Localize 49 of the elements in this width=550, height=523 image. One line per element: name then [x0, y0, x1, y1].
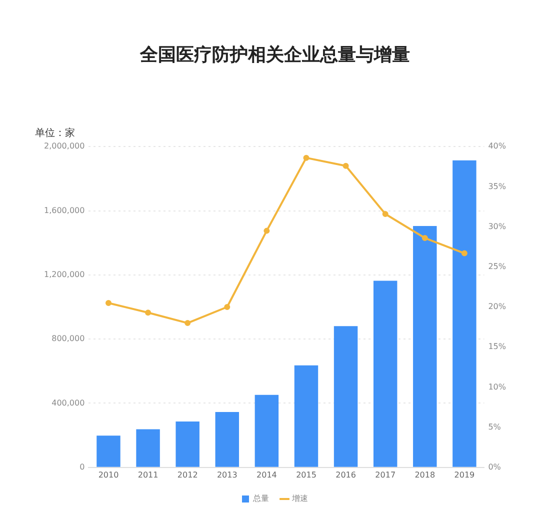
x-tick-label: 2018 — [414, 470, 436, 480]
x-tick-label: 2010 — [98, 470, 119, 480]
x-tick-label: 2012 — [177, 470, 198, 480]
point — [264, 228, 270, 234]
y-axis-title: 单位：家 — [35, 127, 75, 140]
point — [422, 235, 428, 242]
point — [105, 300, 112, 306]
y-tick-label: 1,600,000 — [44, 206, 85, 215]
bar — [254, 394, 279, 467]
bar — [413, 226, 437, 467]
y2-tick-label: 35% — [488, 182, 506, 191]
y2-tick-label: 0% — [488, 462, 502, 472]
x-tick-label: 2013 — [216, 470, 238, 480]
y2-tick-label: 40% — [488, 142, 506, 151]
x-tick-label: 2014 — [256, 470, 277, 480]
point — [342, 162, 349, 169]
point — [461, 250, 468, 256]
bar — [96, 436, 120, 467]
point — [224, 304, 230, 310]
y2-tick-label: 25% — [488, 262, 506, 271]
bar — [215, 412, 240, 467]
y2-tick-label: 15% — [488, 342, 506, 352]
bar — [452, 160, 476, 467]
bar — [373, 280, 398, 467]
bar — [176, 422, 200, 467]
point — [303, 154, 310, 161]
point — [382, 210, 388, 217]
point — [145, 310, 152, 316]
legend-label: 总量 — [252, 494, 269, 504]
y2-tick-label: 10% — [488, 382, 506, 392]
y-tick-label: 400,000 — [52, 398, 85, 408]
point — [184, 320, 191, 326]
x-tick-label: 2019 — [454, 470, 475, 480]
y-tick-label: 800,000 — [52, 334, 85, 344]
x-tick-label: 2011 — [138, 470, 158, 480]
y2-tick-label: 20% — [488, 302, 506, 312]
x-tick-label: 2015 — [296, 470, 316, 480]
y2-tick-label: 30% — [488, 222, 506, 231]
bar — [136, 429, 160, 467]
y2-tick-label: 5% — [488, 422, 502, 432]
y-tick-label: 2,000,000 — [44, 142, 85, 151]
legend-label: 增速 — [291, 494, 308, 504]
bar — [294, 365, 318, 467]
chart-title: 全国医疗防护相关企业总量与增量 — [139, 44, 410, 66]
y-tick-label: 0 — [80, 462, 85, 472]
bar — [334, 326, 358, 467]
x-tick-label: 2017 — [375, 470, 396, 480]
x-tick-label: 2016 — [336, 470, 356, 480]
y-tick-label: 1,200,000 — [44, 270, 85, 279]
